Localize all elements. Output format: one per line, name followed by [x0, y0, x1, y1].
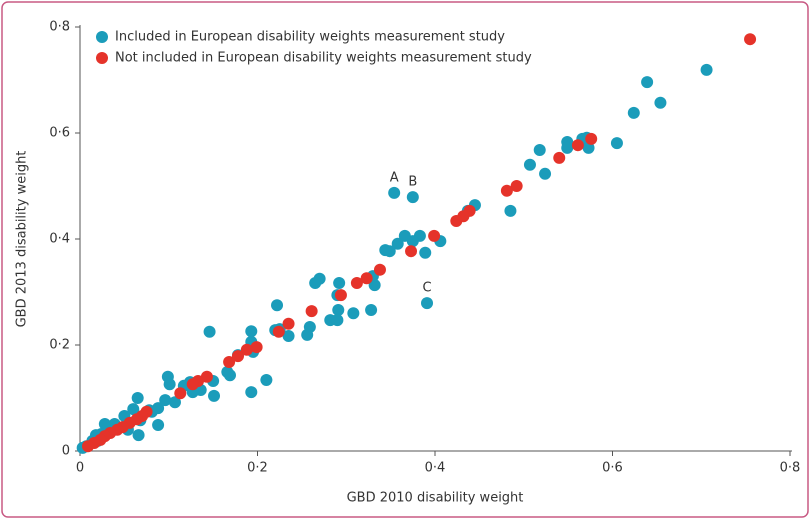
y-tick-label: 0·4 — [49, 232, 70, 247]
x-tick-label: 0·8 — [780, 461, 801, 476]
point — [379, 244, 392, 257]
point — [272, 325, 285, 338]
point — [350, 276, 363, 289]
point — [174, 387, 187, 400]
point — [450, 214, 463, 227]
x-tick-label: 0 — [76, 461, 84, 476]
point — [245, 325, 258, 338]
point — [223, 355, 236, 368]
point — [388, 186, 401, 199]
point — [309, 276, 322, 289]
point — [428, 229, 441, 242]
point — [282, 329, 295, 342]
point — [301, 328, 314, 341]
point — [334, 289, 347, 302]
point — [419, 246, 432, 259]
legend-label: Not included in European disability weig… — [115, 51, 532, 66]
point — [641, 76, 654, 89]
legend-label: Included in European disability weights … — [115, 30, 505, 45]
point — [152, 419, 165, 432]
point — [504, 204, 517, 217]
point — [271, 299, 284, 312]
point — [250, 341, 263, 354]
point — [700, 63, 713, 76]
point — [161, 370, 174, 383]
point — [510, 180, 523, 192]
point — [208, 389, 221, 402]
point — [539, 167, 552, 180]
y-axis-label: GBD 2013 disability weight — [15, 151, 30, 328]
y-tick-label: 0 — [62, 444, 70, 459]
point — [221, 366, 234, 379]
point — [98, 417, 111, 430]
y-tick-label: 0·2 — [49, 338, 70, 353]
y-tick-label: 0·6 — [49, 126, 70, 141]
x-axis-label: GBD 2010 disability weight — [347, 491, 524, 506]
point — [347, 307, 360, 320]
point — [260, 373, 273, 386]
point — [131, 392, 144, 404]
point — [365, 304, 378, 317]
point — [186, 378, 199, 391]
point — [231, 350, 244, 363]
point — [571, 139, 584, 152]
point — [333, 276, 346, 289]
point — [373, 263, 386, 276]
point — [553, 151, 566, 164]
point — [360, 272, 373, 285]
point — [305, 305, 318, 318]
point — [654, 96, 667, 109]
point — [282, 317, 295, 330]
x-tick-label: 0·6 — [602, 461, 623, 476]
point — [245, 386, 258, 399]
point — [627, 106, 640, 119]
point — [585, 132, 598, 145]
annotation: A — [390, 170, 399, 185]
point — [744, 33, 757, 46]
point — [203, 325, 216, 338]
point — [152, 402, 165, 415]
point — [405, 245, 418, 258]
legend-marker — [96, 52, 108, 64]
point — [582, 141, 595, 154]
point — [406, 191, 419, 204]
point — [332, 304, 345, 317]
point — [391, 237, 404, 250]
point — [406, 235, 419, 248]
point — [610, 137, 623, 150]
point — [500, 184, 513, 197]
point — [533, 143, 546, 156]
y-tick-label: 0·8 — [49, 20, 70, 35]
point — [331, 314, 344, 327]
annotation: C — [422, 281, 431, 296]
legend-marker — [96, 31, 108, 43]
point — [523, 158, 536, 171]
point — [132, 429, 145, 442]
point — [240, 343, 253, 356]
point — [159, 394, 172, 407]
point — [127, 403, 140, 416]
point — [368, 279, 381, 292]
x-tick-label: 0·2 — [247, 461, 268, 476]
point — [561, 141, 574, 154]
point — [421, 297, 434, 310]
point — [81, 440, 94, 453]
annotation: B — [408, 175, 417, 190]
point — [200, 370, 213, 383]
x-tick-label: 0·4 — [425, 461, 446, 476]
point — [168, 396, 181, 409]
